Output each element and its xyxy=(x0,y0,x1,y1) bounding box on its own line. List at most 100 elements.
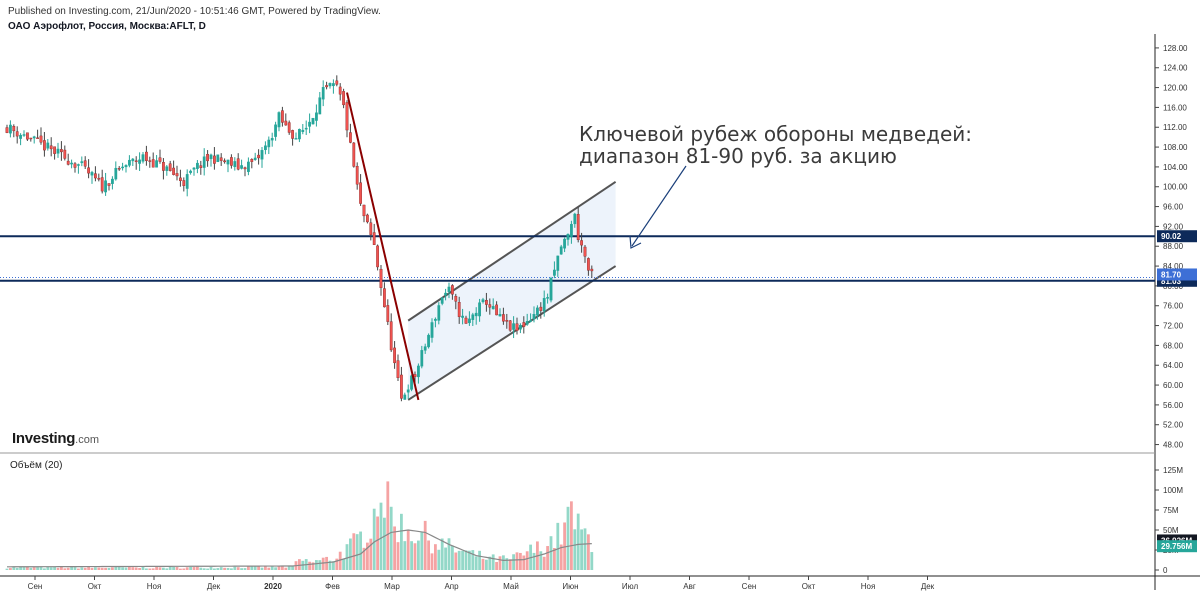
volume-bar xyxy=(352,533,356,570)
candle-up xyxy=(532,314,536,320)
volume-bar xyxy=(168,566,172,570)
volume-bar xyxy=(576,513,580,570)
volume-bar xyxy=(366,542,369,570)
candle-down xyxy=(400,374,403,399)
volume-bar xyxy=(250,566,254,570)
candle-up xyxy=(553,269,556,276)
candle-down xyxy=(281,110,284,123)
volume-tick-label: 100M xyxy=(1163,486,1183,495)
volume-bar xyxy=(546,546,549,570)
volume-bar xyxy=(39,566,43,570)
volume-tick-label: 0 xyxy=(1163,566,1168,575)
volume-bar xyxy=(90,567,94,570)
volume-bar xyxy=(206,568,209,570)
candle-up xyxy=(226,159,230,165)
candle-up xyxy=(110,178,114,184)
volume-bar xyxy=(355,534,359,570)
candle-down xyxy=(161,162,165,171)
candle-down xyxy=(576,214,580,241)
candle-up xyxy=(301,129,305,132)
volume-bar xyxy=(573,529,577,570)
candle-down xyxy=(206,154,209,162)
investing-logo: Investing.com xyxy=(12,430,99,448)
candle-down xyxy=(87,167,91,174)
volume-bar xyxy=(141,566,145,570)
candle-down xyxy=(287,122,291,133)
volume-bar xyxy=(393,526,396,570)
volume-bar xyxy=(196,566,199,570)
volume-bar xyxy=(342,558,345,570)
volume-bar xyxy=(230,568,233,570)
candle-up xyxy=(471,314,475,320)
volume-bar xyxy=(226,567,230,570)
volume-bar xyxy=(525,551,529,570)
volume-bar xyxy=(522,555,526,570)
candle-down xyxy=(376,245,379,268)
candle-up xyxy=(519,325,522,330)
candle-down xyxy=(583,246,587,257)
price-tick-label: 92.00 xyxy=(1163,222,1184,231)
candle-up xyxy=(195,162,199,169)
volume-bar xyxy=(549,536,553,570)
candle-down xyxy=(396,360,400,378)
volume-bar xyxy=(66,567,70,570)
candle-down xyxy=(485,300,488,305)
candle-down xyxy=(66,160,70,165)
candle-down xyxy=(39,135,43,143)
candle-up xyxy=(121,166,125,169)
volume-bar xyxy=(36,567,39,570)
candle-down xyxy=(539,306,543,311)
volume-bar xyxy=(444,547,447,570)
volume-bar xyxy=(165,568,169,570)
volume-bar xyxy=(29,567,33,570)
time-tick-label: 2020 xyxy=(264,582,282,591)
candle-up xyxy=(536,307,539,316)
volume-bar xyxy=(124,567,128,570)
candle-down xyxy=(175,173,179,177)
candle-up xyxy=(542,297,546,312)
volume-bar xyxy=(236,567,240,570)
candle-down xyxy=(151,159,155,168)
candle-up xyxy=(202,156,206,168)
volume-bar xyxy=(423,520,427,570)
volume-bar xyxy=(63,568,67,570)
volume-bar xyxy=(209,567,213,570)
candle-down xyxy=(349,132,352,143)
volume-bar xyxy=(80,567,84,570)
candle-up xyxy=(308,121,311,127)
candle-up xyxy=(525,321,529,325)
volume-bar xyxy=(270,565,274,570)
volume-bar xyxy=(434,544,437,570)
volume-bar xyxy=(325,556,328,570)
annotation-arrow-line xyxy=(631,165,687,247)
price-tick-label: 120.00 xyxy=(1163,84,1188,93)
volume-bar xyxy=(359,531,362,570)
candle-down xyxy=(60,149,63,153)
volume-bar xyxy=(332,561,335,570)
candle-down xyxy=(366,214,369,223)
volume-bar xyxy=(77,568,80,570)
candle-down xyxy=(168,163,172,171)
volume-bar xyxy=(22,567,26,570)
volume-bar xyxy=(298,559,301,570)
candle-up xyxy=(430,322,434,338)
price-tick-label: 100.00 xyxy=(1163,183,1188,192)
volume-bar xyxy=(440,538,444,570)
candle-down xyxy=(352,142,356,167)
time-tick-label: Авг xyxy=(683,582,696,591)
price-tick-label: 48.00 xyxy=(1163,441,1184,450)
volume-bar xyxy=(474,556,478,570)
candle-up xyxy=(76,164,80,166)
logo-suffix: .com xyxy=(75,434,99,446)
candle-up xyxy=(131,158,135,162)
candle-up xyxy=(274,124,277,137)
candle-up xyxy=(253,157,257,160)
candle-down xyxy=(223,160,226,163)
candle-down xyxy=(389,321,393,351)
volume-bar xyxy=(277,566,281,570)
level-badge: 81.03 xyxy=(1161,277,1182,286)
volume-bar xyxy=(94,567,97,570)
candle-up xyxy=(315,112,318,121)
volume-bar xyxy=(175,567,179,570)
volume-bar xyxy=(243,568,247,570)
